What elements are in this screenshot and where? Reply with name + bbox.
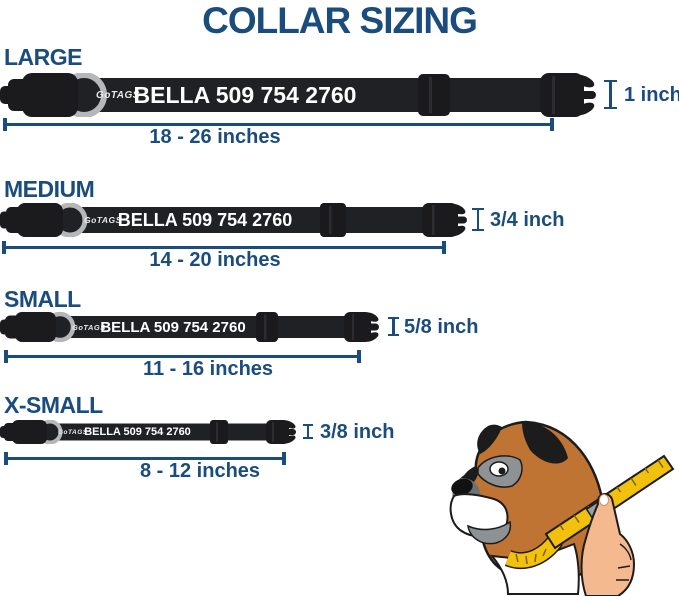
width-bracket-icon [472, 208, 484, 231]
length-range-small: 11 - 16 inches [142, 358, 274, 380]
buckle-male-icon [344, 312, 379, 342]
collar-strap [17, 423, 272, 441]
collar-small: GoTAGS BELLA 509 754 2760 5/8 inch [0, 312, 679, 342]
collar-x-small: GoTAGS BELLA 509 754 2760 3/8 inch [0, 420, 679, 444]
hand-icon [580, 493, 636, 596]
width-label-large: 1 inch [624, 83, 679, 106]
buckle-female-icon [0, 203, 63, 237]
buckle-female-icon [0, 73, 78, 117]
buckle-female-icon [0, 312, 56, 342]
length-measure-line-medium [2, 241, 446, 254]
size-label-x-small: X-SMALL [4, 392, 103, 418]
brand-logo-text: GoTAGS [72, 322, 106, 332]
collar-graphic-medium [0, 203, 467, 237]
length-measure-line-small [4, 350, 361, 363]
width-label-x-small: 3/8 inch [320, 420, 395, 443]
collar-personalization-text: BELLA 509 754 2760 [84, 426, 191, 438]
fingernail [599, 494, 609, 506]
buckle-female-icon [0, 420, 47, 444]
width-bracket-icon [303, 424, 313, 439]
buckle-male-icon [266, 420, 296, 444]
dog-measuring-tape-illustration [449, 420, 675, 596]
dog-chest [489, 542, 580, 595]
brand-logo-text: GoTAGS [58, 428, 88, 436]
collar-personalization-text: BELLA 509 754 2760 [133, 81, 357, 108]
length-range-x-small: 8 - 12 inches [139, 460, 261, 482]
collar-graphic-small [0, 312, 379, 342]
collar-medium: GoTAGS BELLA 509 754 2760 3/4 inch [0, 203, 679, 237]
collar-graphic-x-small [0, 420, 296, 444]
collar-strap [30, 78, 546, 112]
length-range-large: 18 - 26 inches [149, 126, 281, 148]
buckle-male-icon [422, 203, 467, 237]
dog-eye [489, 461, 509, 477]
size-label-medium: MEDIUM [4, 176, 95, 202]
tri-glide-slider-icon [320, 203, 346, 237]
dog-ear-icon [522, 422, 568, 464]
collar-personalization-text: BELLA 509 754 2760 [100, 318, 246, 336]
size-label-small: SMALL [4, 286, 81, 312]
collar-graphic-large [0, 73, 596, 117]
dog-nose [451, 478, 473, 496]
length-range-medium: 14 - 20 inches [149, 249, 281, 271]
width-label-small: 5/8 inch [404, 315, 479, 338]
page-title: COLLAR SIZING [202, 0, 478, 41]
dog-ear-icon [477, 424, 502, 454]
tri-glide-slider-icon [418, 74, 450, 116]
width-bracket-icon [604, 80, 617, 109]
length-measure-line-x-small [4, 452, 286, 465]
width-label-medium: 3/4 inch [490, 208, 565, 231]
brand-logo-text: GoTAGS [84, 215, 122, 225]
collar-personalization-text: BELLA 509 754 2760 [117, 209, 293, 230]
size-label-large: LARGE [4, 44, 83, 70]
collar-large: GoTAGS BELLA 509 754 2760 1 inch [0, 73, 679, 117]
buckle-male-icon [540, 73, 596, 117]
length-measure-line-large [3, 118, 554, 131]
width-bracket-icon [388, 317, 399, 336]
brand-logo-text: GoTAGS [96, 89, 140, 101]
tri-glide-slider-icon [210, 420, 228, 444]
tri-glide-slider-icon [256, 312, 278, 342]
